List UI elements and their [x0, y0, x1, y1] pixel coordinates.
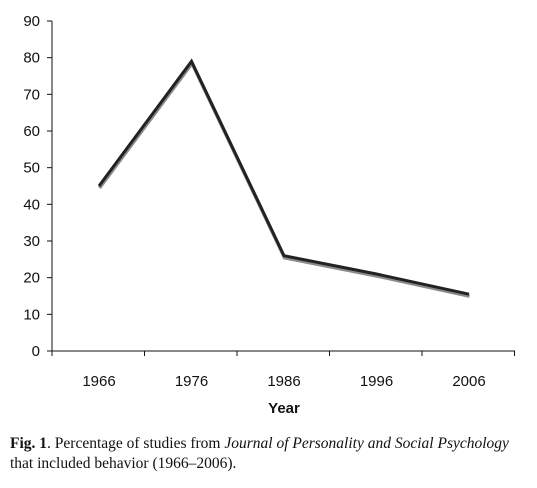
y-tick-label: 60	[23, 123, 40, 140]
caption-text-after: that included behavior (1966–2006).	[10, 455, 237, 472]
x-tick-label: 2006	[452, 373, 485, 390]
y-tick-label: 50	[23, 160, 40, 177]
y-tick-label: 80	[23, 50, 40, 67]
caption-journal: Journal of Personality and Social Psycho…	[224, 435, 509, 452]
caption-text-before: . Percentage of studies from	[47, 435, 225, 452]
y-tick-label: 30	[23, 233, 40, 250]
x-tick-label: 1996	[360, 373, 393, 390]
series-line	[97, 58, 470, 296]
x-tick-label: 1966	[82, 373, 115, 390]
series-lines	[97, 58, 470, 298]
y-tick-label: 0	[32, 343, 40, 360]
y-tick-label: 90	[23, 13, 40, 30]
x-tick-label: 1976	[175, 373, 208, 390]
y-tick-label: 20	[23, 270, 40, 287]
line-chart: 0 10 20 30 40 50 60 70 80 90 1966 1976 1986 1996 2006…	[23, 13, 515, 417]
y-tick-label: 70	[23, 86, 40, 103]
caption-label: Fig. 1	[10, 435, 48, 452]
x-tick-label: 1986	[267, 373, 300, 390]
y-tick-label: 10	[23, 306, 40, 323]
y-axis: 0 10 20 30 40 50 60 70 80 90	[23, 13, 53, 360]
y-tick-label: 40	[23, 196, 40, 213]
series-shadow	[98, 59, 470, 298]
x-axis: 1966 1976 1986 1996 2006	[51, 350, 515, 390]
figure-caption: Fig. 1. Percentage of studies from Journ…	[10, 434, 530, 474]
x-axis-title: Year	[268, 400, 300, 417]
